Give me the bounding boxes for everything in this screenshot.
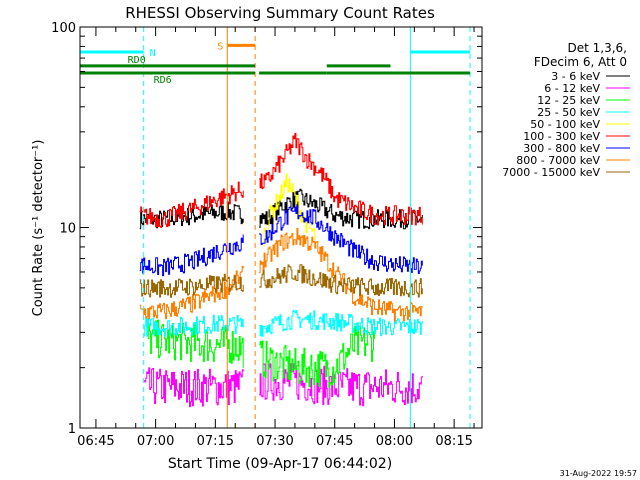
series-line bbox=[139, 265, 244, 320]
legend-label: 50 - 100 keV bbox=[530, 118, 600, 131]
y-axis-label: Count Rate (s⁻¹ detector⁻¹) bbox=[31, 140, 46, 317]
x-tick-label: 06:45 bbox=[77, 434, 114, 449]
series-line bbox=[139, 201, 244, 230]
series-line bbox=[139, 181, 244, 228]
legend-label: 7000 - 15000 keV bbox=[502, 166, 600, 179]
series-7000-15000keV bbox=[139, 264, 423, 298]
series-50-100keV bbox=[263, 173, 316, 247]
legend-label: 12 - 25 keV bbox=[537, 94, 600, 107]
data-layer bbox=[139, 132, 423, 408]
x-tick-label: 07:15 bbox=[197, 434, 234, 449]
chart-title: RHESSI Observing Summary Count Rates bbox=[125, 4, 435, 22]
series-line bbox=[259, 309, 423, 337]
x-tick-label: 08:15 bbox=[435, 434, 472, 449]
x-tick-label: 08:00 bbox=[376, 434, 413, 449]
series-800-7000keV bbox=[139, 227, 423, 322]
series-line bbox=[259, 132, 423, 226]
x-axis-label: Start Time (09-Apr-17 06:44:02) bbox=[168, 456, 392, 472]
series-line bbox=[259, 325, 375, 388]
legend-header-line-2: FDecim 6, Att 0 bbox=[534, 55, 627, 69]
series-line bbox=[259, 363, 423, 407]
series-line bbox=[139, 234, 244, 277]
series-line bbox=[263, 173, 316, 247]
legend-label: 800 - 7000 keV bbox=[516, 154, 600, 167]
series-25-50keV bbox=[143, 309, 423, 337]
legend-label: 300 - 800 keV bbox=[523, 142, 600, 155]
x-tick-label: 07:30 bbox=[256, 434, 293, 449]
legend-label: 3 - 6 keV bbox=[551, 70, 600, 83]
x-tick-label: 07:45 bbox=[316, 434, 353, 449]
series-3-6keV bbox=[139, 188, 423, 230]
legend-header-line-1: Det 1,3,6, bbox=[568, 41, 628, 55]
series-300-800keV bbox=[139, 205, 423, 277]
flag-label-N: N bbox=[150, 48, 156, 59]
flag-label-RD0: RD0 bbox=[128, 55, 146, 66]
y-tick-label: 100 bbox=[51, 21, 76, 36]
flag-label-S: S bbox=[217, 41, 223, 52]
legend-label: 100 - 300 keV bbox=[523, 130, 600, 143]
y-tick-label: 1 bbox=[68, 422, 76, 437]
legend-label: 25 - 50 keV bbox=[537, 106, 600, 119]
series-line bbox=[143, 367, 244, 408]
series-line bbox=[139, 273, 244, 298]
legend-label: 6 - 12 keV bbox=[544, 82, 600, 95]
footer-date: 31-Aug-2022 19:57 bbox=[560, 469, 637, 478]
series-line bbox=[259, 188, 423, 230]
series-100-300keV bbox=[139, 132, 423, 228]
series-line bbox=[259, 264, 423, 298]
series-line bbox=[259, 205, 423, 274]
axes: 1 10 100 06:45 07:00 07:15 07:30 07:45 08:00 08:1… bbox=[51, 21, 483, 449]
flag-label-RD6: RD6 bbox=[154, 75, 172, 86]
x-tick-label: 07:00 bbox=[137, 434, 174, 449]
y-tick-label: 10 bbox=[59, 222, 76, 237]
